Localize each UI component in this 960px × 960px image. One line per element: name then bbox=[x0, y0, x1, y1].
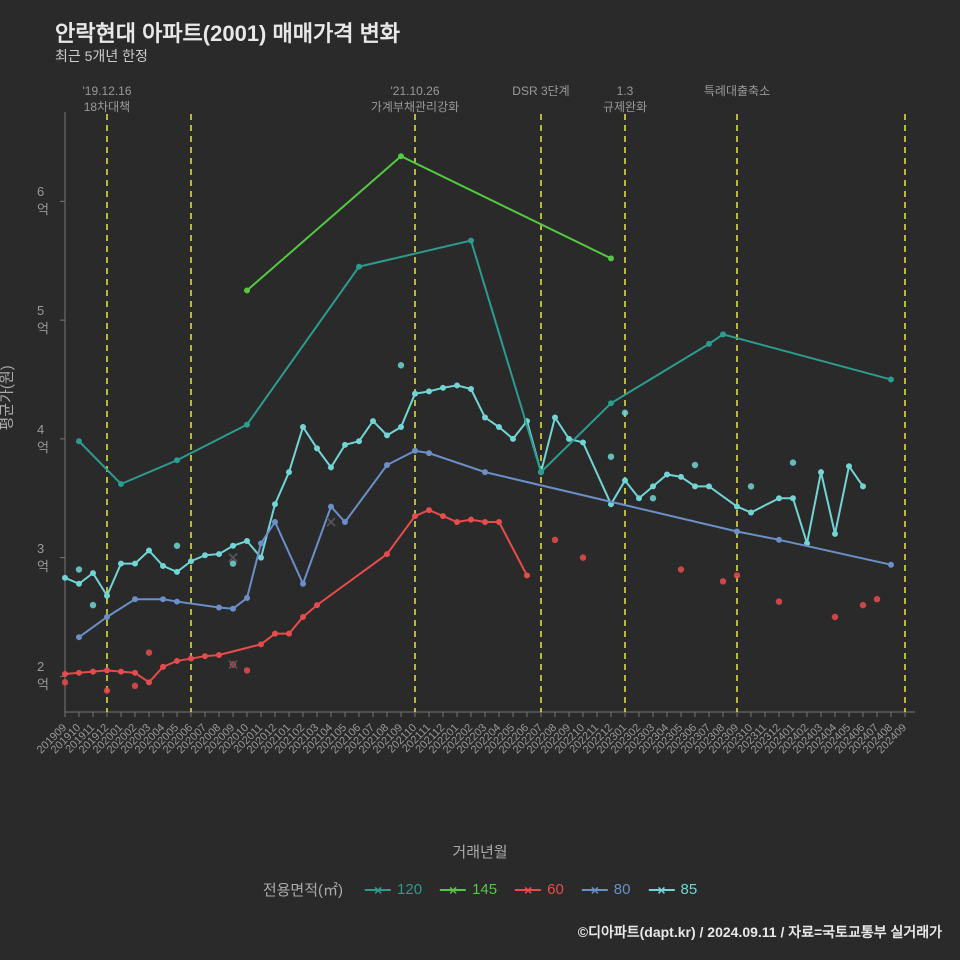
legend-label: 85 bbox=[680, 881, 697, 898]
legend-item-60[interactable]: ×60 bbox=[515, 881, 564, 898]
legend-label: 80 bbox=[614, 881, 631, 898]
legend-items: ×120 ×145 ×60 ×80 ×85 bbox=[365, 881, 697, 898]
legend-title: 전용면적(㎡) bbox=[263, 879, 343, 900]
chart-subtitle: 최근 5개년 한정 bbox=[55, 46, 148, 66]
event-label: '19.12.1618차대책 bbox=[82, 84, 131, 115]
y-tick-label: 5억 bbox=[37, 303, 55, 337]
legend-item-80[interactable]: ×80 bbox=[582, 881, 631, 898]
y-tick-label: 4억 bbox=[37, 422, 55, 456]
legend-item-120[interactable]: ×120 bbox=[365, 881, 422, 898]
event-label: DSR 3단계 bbox=[512, 84, 569, 100]
x-axis-label: 거래년월 bbox=[452, 841, 507, 862]
y-tick-label: 2억 bbox=[37, 659, 55, 693]
chart-title: 안락현대 아파트(2001) 매매가격 변화 bbox=[55, 16, 400, 48]
series-85 bbox=[62, 362, 866, 608]
event-label: 1.3규제완화 bbox=[603, 84, 647, 115]
legend-label: 60 bbox=[547, 881, 564, 898]
credit-text: ©디아파트(dapt.kr) / 2024.09.11 / 자료=국토교통부 실… bbox=[578, 922, 942, 942]
legend-label: 120 bbox=[397, 881, 422, 898]
y-axis-label: 평균가(원) bbox=[0, 365, 17, 430]
chart-svg bbox=[55, 72, 925, 772]
legend-item-85[interactable]: ×85 bbox=[648, 881, 697, 898]
series-80 bbox=[76, 448, 894, 640]
legend: 전용면적(㎡) ×120 ×145 ×60 ×80 ×85 bbox=[263, 879, 697, 900]
chart-container: 안락현대 아파트(2001) 매매가격 변화 최근 5개년 한정 평균가(원) … bbox=[0, 0, 960, 960]
series-120 bbox=[76, 238, 894, 487]
y-tick-label: 6억 bbox=[37, 184, 55, 218]
y-tick-label: 3억 bbox=[37, 541, 55, 575]
plot-area: 2억3억4억5억6억 20190920191020191120191220200… bbox=[55, 72, 925, 772]
event-label: 특례대출축소 bbox=[704, 84, 770, 100]
event-label: '21.10.26가계부채관리강화 bbox=[371, 84, 459, 115]
legend-item-145[interactable]: ×145 bbox=[440, 881, 497, 898]
series-145 bbox=[244, 153, 614, 293]
legend-label: 145 bbox=[472, 881, 497, 898]
